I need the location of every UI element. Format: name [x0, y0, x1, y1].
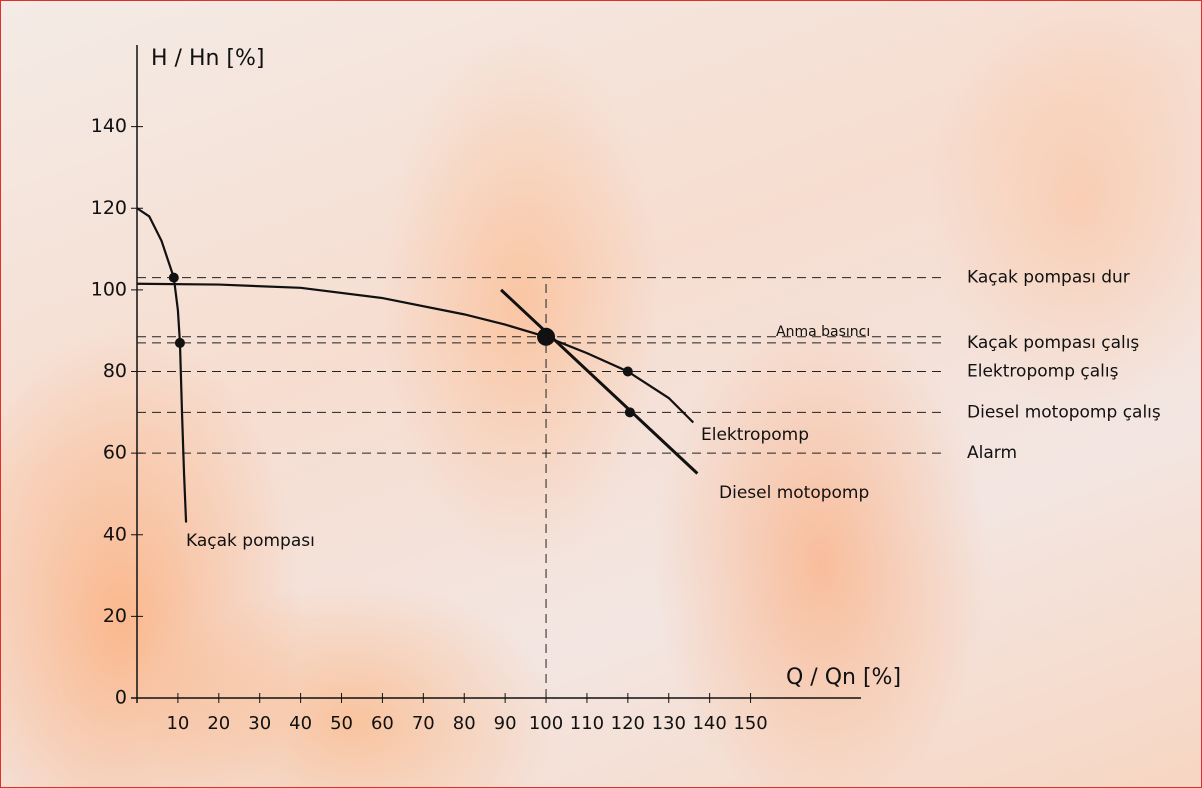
- series-line: [136, 207, 188, 523]
- y-tick-label: 100: [91, 278, 127, 300]
- x-tick-label: 20: [207, 713, 230, 734]
- x-tick-label: 110: [570, 713, 604, 734]
- x-axis-label: Q / Qn [%]: [786, 665, 901, 690]
- series-label: Diesel motopomp: [719, 483, 869, 503]
- y-tick-label: 120: [91, 197, 127, 219]
- y-tick-label: 60: [103, 442, 127, 464]
- series-label: Kaçak pompası: [186, 531, 315, 551]
- point: [622, 366, 633, 377]
- point: [624, 407, 635, 418]
- rated-point: [537, 327, 556, 346]
- x-tick-label: 70: [412, 713, 435, 734]
- y-tick-label: 80: [103, 360, 127, 382]
- series-label: Elektropomp: [701, 425, 809, 445]
- y-axis-label: H / Hn [%]: [151, 46, 265, 71]
- x-tick-label: 100: [529, 713, 563, 734]
- x-tick-label: 40: [289, 713, 312, 734]
- reference-label: Alarm: [967, 443, 1017, 463]
- series-line: [500, 288, 699, 475]
- rated-label: Anma basıncı: [776, 324, 870, 340]
- reference-label: Kaçak pompası çalış: [967, 333, 1139, 353]
- series-line: [136, 282, 695, 424]
- reference-label: Kaçak pompası dur: [967, 268, 1130, 288]
- x-tick-label: 80: [453, 713, 476, 734]
- x-tick-label: 60: [371, 713, 394, 734]
- point: [168, 272, 179, 283]
- x-tick-label: 130: [652, 713, 686, 734]
- x-tick-label: 30: [248, 713, 271, 734]
- y-tick-label: 140: [91, 115, 127, 137]
- y-tick-label: 20: [103, 605, 127, 627]
- x-tick-label: 140: [692, 713, 726, 734]
- y-tick-label: 40: [103, 523, 127, 545]
- x-tick-label: 10: [166, 713, 189, 734]
- point: [174, 337, 185, 348]
- y-tick-label: 0: [115, 687, 127, 709]
- x-tick-label: 90: [494, 713, 517, 734]
- reference-label: Diesel motopomp çalış: [967, 402, 1161, 422]
- x-tick-label: 120: [611, 713, 645, 734]
- reference-label: Elektropomp çalış: [967, 362, 1119, 382]
- x-tick-label: 50: [330, 713, 353, 734]
- x-tick-label: 150: [733, 713, 767, 734]
